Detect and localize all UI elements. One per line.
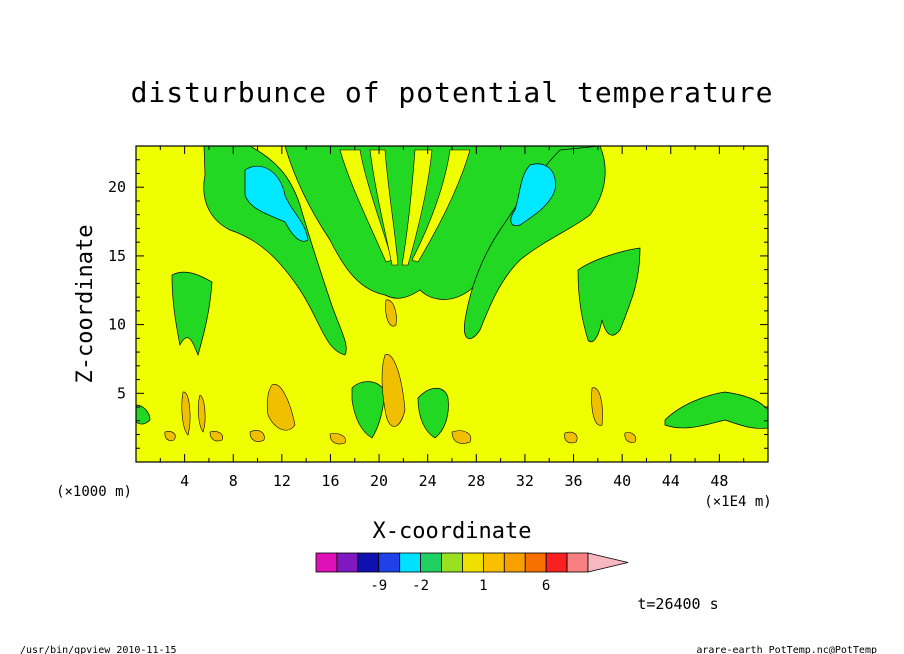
- y-axis: 5 10 15 20: [108, 159, 768, 449]
- cell-6: [591, 387, 603, 426]
- cell-7: [249, 430, 265, 442]
- footer-left: /usr/bin/gpview 2010-11-15: [20, 645, 177, 654]
- colorbar-segment: [441, 552, 463, 573]
- cell-12: [624, 432, 637, 443]
- contour-green-mid-left: [351, 381, 386, 439]
- x-unit-left: (×1000 m): [56, 484, 132, 500]
- colorbar-extend-arrow: [587, 552, 629, 573]
- x-tick-label: 32: [516, 472, 534, 490]
- plot-field: [136, 146, 768, 462]
- x-tick-label: 20: [370, 472, 388, 490]
- y-tick-label: 5: [117, 384, 126, 402]
- colorbar-segment: [566, 552, 589, 573]
- x-tick-label: 36: [565, 472, 583, 490]
- x-axis-label: X-coordinate: [373, 519, 532, 544]
- cell-10: [564, 431, 578, 444]
- x-axis: 4 8 12 16 20 24 28 32 36 40 44 48: [159, 146, 745, 490]
- cell-2: [198, 394, 206, 433]
- streak-3: [401, 149, 433, 266]
- cell-1: [181, 391, 191, 436]
- streak-1: [339, 149, 393, 263]
- colorbar-segment: [378, 552, 401, 573]
- chart-title: disturbunce of potential temperature: [131, 76, 774, 109]
- colorbar-segment: [462, 552, 484, 573]
- colorbar-segment: [545, 552, 568, 573]
- colorbar-tick-label: -2: [412, 578, 429, 594]
- colorbar-segment: [399, 552, 422, 573]
- colorbar-segment: [482, 552, 505, 573]
- contour-cyan-right: [510, 163, 556, 226]
- colorbar: -9 -2 1 6: [315, 552, 629, 594]
- footer-right: arare-earth_PotTemp.nc@PotTemp: [696, 645, 877, 654]
- x-tick-label: 44: [662, 472, 680, 490]
- colorbar-segment: [503, 552, 526, 573]
- contour-green-upper-right: [464, 146, 606, 340]
- colorbar-segment: [420, 552, 442, 573]
- x-tick-label: 4: [180, 472, 189, 490]
- contour-green-lower-right: [664, 391, 768, 429]
- x-tick-label: 28: [467, 472, 485, 490]
- y-axis-label: Z-coordinate: [73, 225, 98, 384]
- colorbar-tick-label: 6: [542, 578, 550, 594]
- y-tick-label: 20: [108, 178, 126, 196]
- colorbar-segment: [336, 552, 359, 573]
- cell-13: [164, 431, 176, 441]
- colorbar-segment: [315, 552, 338, 573]
- streak-4: [411, 149, 471, 263]
- contour-green-tower-left: [171, 271, 213, 357]
- cell-4: [381, 354, 406, 427]
- cell-5: [385, 299, 397, 327]
- streak-2: [369, 149, 399, 266]
- cell-9: [451, 430, 472, 444]
- x-tick-label: 40: [613, 472, 631, 490]
- x-tick-label: 12: [273, 472, 291, 490]
- contour-cyan-left: [244, 165, 309, 242]
- colorbar-tick-label: 1: [479, 578, 487, 594]
- contour-green-tower-right: [577, 247, 641, 343]
- x-tick-label: 16: [321, 472, 339, 490]
- cell-8: [329, 433, 346, 445]
- cell-3: [266, 383, 296, 431]
- contour-green-mid-right: [417, 387, 449, 439]
- cell-11: [209, 431, 223, 442]
- colorbar-tick-label: -9: [370, 578, 387, 594]
- time-label: t=26400 s: [637, 595, 718, 613]
- x-tick-label: 48: [710, 472, 728, 490]
- x-tick-label: 8: [229, 472, 238, 490]
- x-unit-right: (×1E4 m): [704, 494, 771, 510]
- y-tick-label: 15: [108, 247, 126, 265]
- x-tick-label: 24: [419, 472, 437, 490]
- contour-green-upper-left: [203, 146, 347, 356]
- y-tick-label: 10: [108, 316, 126, 334]
- contour-green-edge-left: [136, 404, 151, 425]
- colorbar-segment: [357, 552, 380, 573]
- colorbar-segment: [524, 552, 547, 573]
